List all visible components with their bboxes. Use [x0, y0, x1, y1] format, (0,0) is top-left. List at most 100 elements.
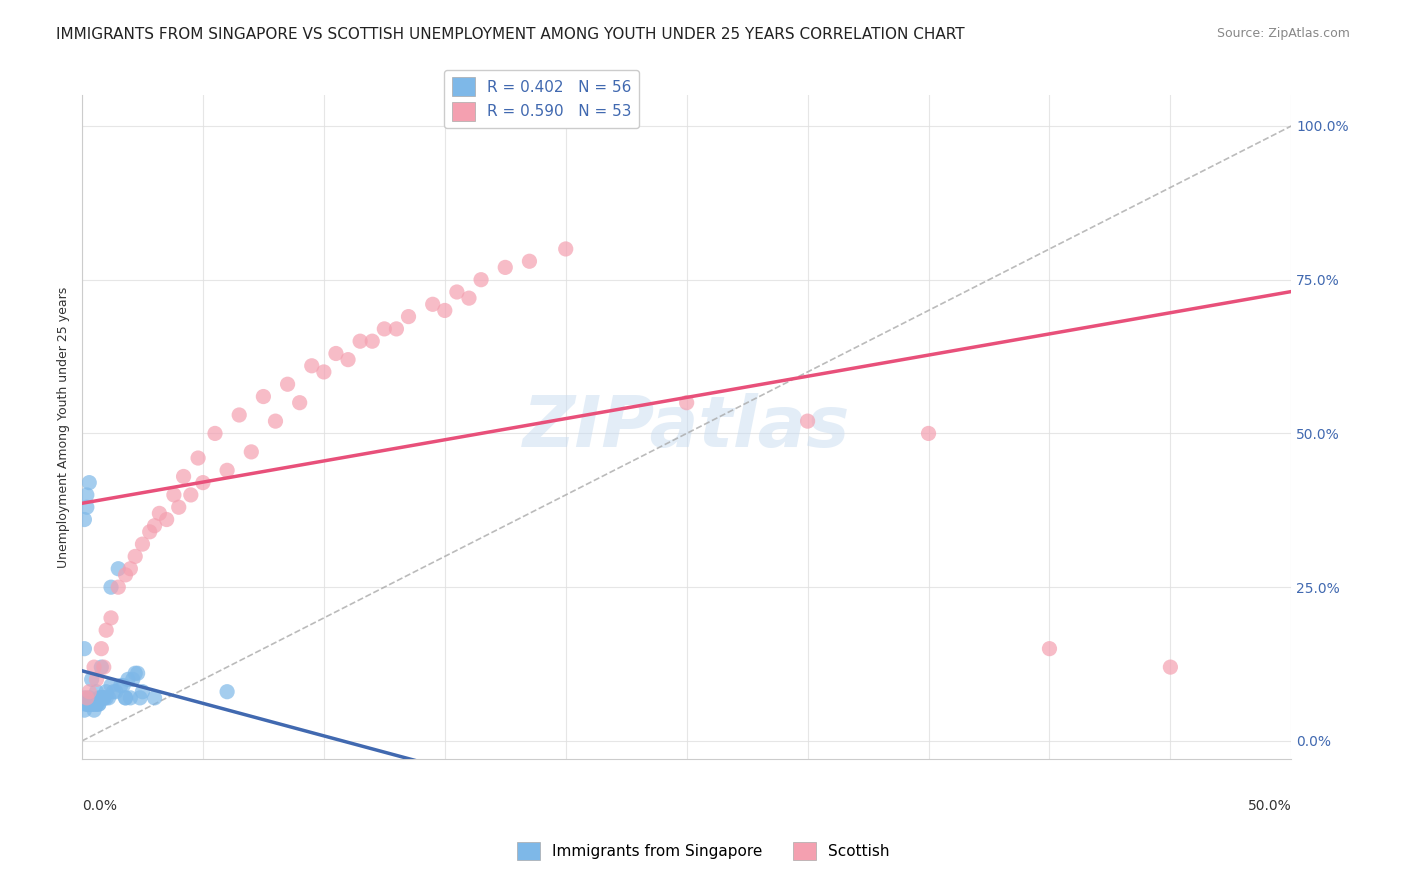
Point: [264, 414, 287, 428]
Point: [77, 697, 100, 711]
Point: [93, 690, 115, 705]
Point: [86, 697, 108, 711]
Text: IMMIGRANTS FROM SINGAPORE VS SCOTTISH UNEMPLOYMENT AMONG YOUTH UNDER 25 YEARS CO: IMMIGRANTS FROM SINGAPORE VS SCOTTISH UN…: [56, 27, 965, 42]
Point: [90, 690, 112, 705]
Point: [124, 549, 146, 564]
Point: [120, 562, 142, 576]
Point: [100, 611, 122, 625]
Point: [114, 690, 136, 705]
Point: [163, 488, 186, 502]
Point: [110, 679, 132, 693]
Point: [87, 697, 110, 711]
Point: [143, 518, 166, 533]
Point: [77, 697, 100, 711]
Point: [83, 697, 105, 711]
Point: [288, 395, 311, 409]
Point: [90, 690, 112, 705]
Point: [554, 242, 576, 256]
Point: [1038, 641, 1060, 656]
Point: [217, 684, 239, 698]
Point: [76, 697, 98, 711]
Point: [112, 679, 135, 693]
Point: [76, 690, 98, 705]
Point: [325, 346, 347, 360]
Point: [121, 673, 143, 687]
Point: [73, 690, 96, 705]
Text: ZIPatlas: ZIPatlas: [523, 392, 851, 462]
Legend: Immigrants from Singapore, Scottish: Immigrants from Singapore, Scottish: [510, 836, 896, 866]
Point: [107, 580, 129, 594]
Point: [167, 500, 190, 515]
Point: [458, 291, 481, 305]
Point: [312, 365, 335, 379]
Point: [90, 641, 112, 656]
Point: [90, 660, 112, 674]
Point: [96, 684, 118, 698]
Point: [73, 641, 96, 656]
Point: [86, 673, 108, 687]
Point: [173, 469, 195, 483]
Point: [917, 426, 939, 441]
Point: [77, 684, 100, 698]
Point: [86, 697, 108, 711]
Point: [80, 673, 103, 687]
Point: [107, 562, 129, 576]
Point: [796, 414, 818, 428]
Point: [87, 697, 110, 711]
Point: [114, 690, 136, 705]
Point: [129, 690, 152, 705]
Point: [73, 703, 96, 717]
Point: [73, 512, 96, 526]
Text: 50.0%: 50.0%: [1247, 799, 1291, 814]
Point: [77, 697, 100, 711]
Point: [433, 303, 456, 318]
Point: [93, 660, 115, 674]
Text: Source: ZipAtlas.com: Source: ZipAtlas.com: [1216, 27, 1350, 40]
Point: [131, 537, 153, 551]
Point: [77, 697, 100, 711]
Point: [148, 507, 170, 521]
Point: [80, 697, 103, 711]
Point: [83, 660, 105, 674]
Point: [80, 697, 103, 711]
Point: [97, 690, 120, 705]
Point: [83, 703, 105, 717]
Point: [80, 697, 103, 711]
Point: [73, 697, 96, 711]
Point: [240, 445, 263, 459]
Point: [301, 359, 323, 373]
Point: [77, 475, 100, 490]
Point: [180, 488, 202, 502]
Point: [191, 475, 214, 490]
Point: [187, 450, 209, 465]
Point: [77, 690, 100, 705]
Point: [252, 390, 274, 404]
Point: [76, 697, 98, 711]
Point: [103, 684, 125, 698]
Point: [217, 463, 239, 477]
Point: [373, 322, 395, 336]
Point: [156, 512, 179, 526]
Point: [83, 697, 105, 711]
Point: [349, 334, 371, 349]
Point: [76, 488, 98, 502]
Y-axis label: Unemployment Among Youth under 25 years: Unemployment Among Youth under 25 years: [58, 286, 70, 568]
Point: [361, 334, 384, 349]
Point: [127, 666, 149, 681]
Point: [100, 679, 122, 693]
Point: [446, 285, 468, 299]
Point: [138, 524, 160, 539]
Point: [519, 254, 541, 268]
Point: [86, 697, 108, 711]
Point: [117, 673, 139, 687]
Point: [100, 580, 122, 594]
Legend: R = 0.402   N = 56, R = 0.590   N = 53: R = 0.402 N = 56, R = 0.590 N = 53: [444, 70, 638, 128]
Point: [124, 666, 146, 681]
Point: [120, 690, 142, 705]
Point: [385, 322, 408, 336]
Point: [87, 690, 110, 705]
Point: [277, 377, 299, 392]
Point: [228, 408, 250, 422]
Point: [337, 352, 360, 367]
Point: [96, 624, 118, 638]
